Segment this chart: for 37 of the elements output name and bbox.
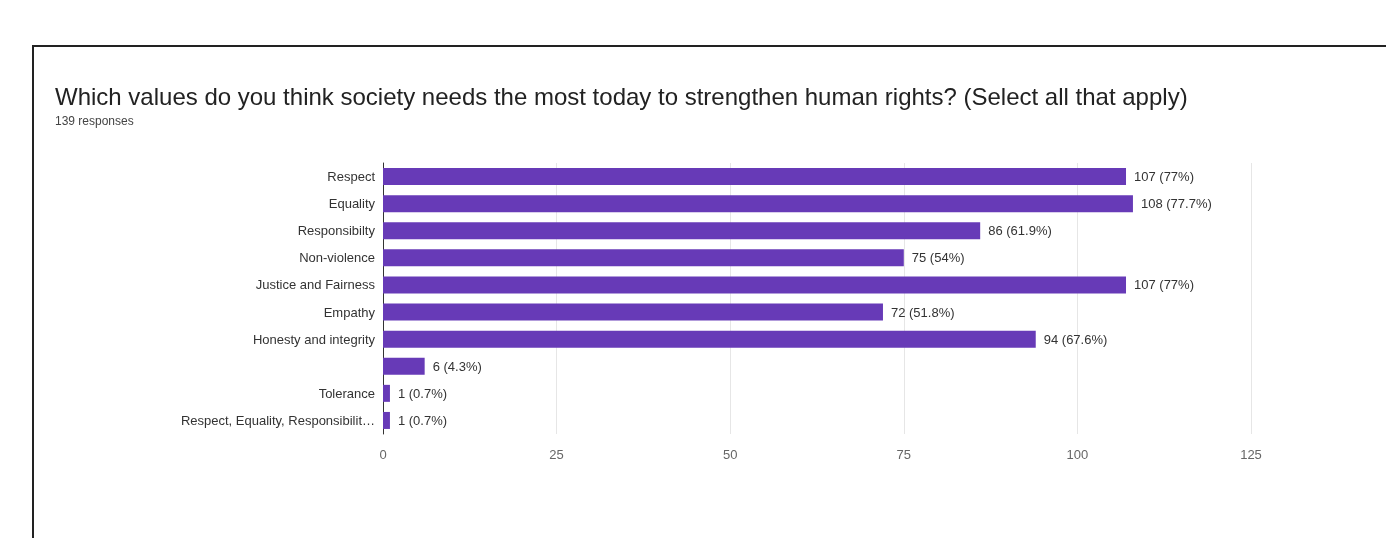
y-tick-label: Responsibilty <box>297 223 376 239</box>
data-label: 6 (4.3%) <box>432 358 482 374</box>
bar <box>383 303 883 321</box>
x-tick-label: 0 <box>379 447 387 462</box>
data-label: 108 (77.7%) <box>1140 196 1212 212</box>
y-tick-label: Respect, Equality, Responsibilit… <box>180 412 375 428</box>
bar <box>383 276 1127 294</box>
data-label: 107 (77%) <box>1134 277 1194 293</box>
y-tick-label: Honesty and integrity <box>252 331 376 347</box>
x-tick-label: 50 <box>722 447 738 462</box>
y-tick-label: Justice and Fairness <box>255 277 376 293</box>
x-tick-label: 25 <box>549 447 564 462</box>
bar <box>383 411 390 429</box>
bar <box>383 330 1036 348</box>
y-tick-label: Tolerance <box>318 385 375 401</box>
bar <box>383 249 904 267</box>
data-label: 75 (54%) <box>911 250 965 266</box>
bar <box>383 222 981 240</box>
chart-title: Which values do you think society needs the most today to strengthen human rights? (Select all that apply) <box>55 82 1188 110</box>
y-tick-label: Respect <box>327 169 376 185</box>
y-tick-label: Empathy <box>323 304 376 320</box>
bar <box>383 195 1133 213</box>
data-label: 72 (51.8%) <box>890 304 955 320</box>
data-label: 86 (61.9%) <box>988 223 1052 239</box>
data-label: 1 (0.7%) <box>397 412 448 428</box>
x-tick-label: 100 <box>1066 447 1089 462</box>
x-tick-label: 125 <box>1240 447 1262 462</box>
text: 139 responses <box>55 114 134 128</box>
x-tick-label: 75 <box>896 447 912 462</box>
data-label: 94 (67.6%) <box>1043 331 1108 347</box>
bar <box>383 357 425 375</box>
data-label: 1 (0.7%) <box>397 385 448 401</box>
bar <box>383 384 390 402</box>
data-label: 107 (77%) <box>1134 169 1194 185</box>
bar <box>383 168 1127 186</box>
y-tick-label: Equality <box>328 196 376 212</box>
y-tick-label: Non-violence <box>299 250 375 266</box>
